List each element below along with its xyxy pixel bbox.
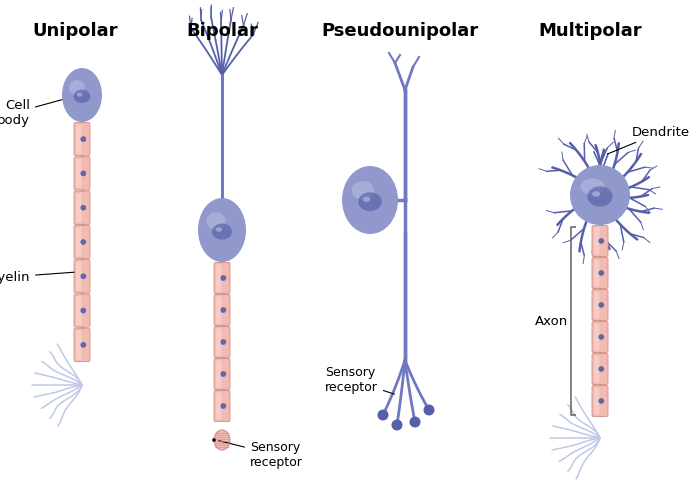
FancyBboxPatch shape xyxy=(594,228,599,254)
Text: Axon: Axon xyxy=(535,315,568,328)
Text: Dendrite: Dendrite xyxy=(608,125,690,154)
FancyBboxPatch shape xyxy=(76,227,81,257)
FancyBboxPatch shape xyxy=(74,225,90,259)
FancyBboxPatch shape xyxy=(74,123,90,156)
Text: Multipolar: Multipolar xyxy=(538,22,642,40)
Circle shape xyxy=(220,275,226,281)
Circle shape xyxy=(598,398,604,404)
FancyBboxPatch shape xyxy=(214,359,230,389)
FancyBboxPatch shape xyxy=(592,225,608,256)
Ellipse shape xyxy=(214,430,230,450)
Ellipse shape xyxy=(62,68,102,122)
FancyBboxPatch shape xyxy=(76,124,81,154)
Text: Pseudounipolar: Pseudounipolar xyxy=(321,22,479,40)
Ellipse shape xyxy=(570,165,630,225)
Ellipse shape xyxy=(342,166,398,234)
Circle shape xyxy=(80,170,86,176)
Circle shape xyxy=(424,405,435,415)
Ellipse shape xyxy=(212,224,232,240)
Circle shape xyxy=(377,410,388,420)
FancyBboxPatch shape xyxy=(216,329,221,356)
Circle shape xyxy=(80,308,86,313)
FancyBboxPatch shape xyxy=(592,257,608,288)
Ellipse shape xyxy=(358,192,382,211)
Text: Cell
body: Cell body xyxy=(0,96,76,127)
FancyBboxPatch shape xyxy=(216,296,221,324)
Ellipse shape xyxy=(580,178,605,195)
FancyBboxPatch shape xyxy=(214,262,230,293)
Ellipse shape xyxy=(363,197,370,202)
FancyBboxPatch shape xyxy=(74,191,90,224)
Circle shape xyxy=(80,239,86,245)
Circle shape xyxy=(220,371,226,377)
Text: Sensory
receptor: Sensory receptor xyxy=(325,366,394,394)
FancyBboxPatch shape xyxy=(592,385,608,416)
Ellipse shape xyxy=(592,191,601,197)
Circle shape xyxy=(80,273,86,279)
Circle shape xyxy=(598,302,604,308)
FancyBboxPatch shape xyxy=(214,390,230,421)
Ellipse shape xyxy=(77,93,82,96)
Circle shape xyxy=(391,419,402,430)
Circle shape xyxy=(598,366,604,372)
Circle shape xyxy=(80,136,86,142)
Circle shape xyxy=(598,334,604,340)
FancyBboxPatch shape xyxy=(216,393,221,419)
Ellipse shape xyxy=(69,80,85,95)
Circle shape xyxy=(220,339,226,345)
FancyBboxPatch shape xyxy=(76,159,81,188)
FancyBboxPatch shape xyxy=(76,262,81,291)
FancyBboxPatch shape xyxy=(592,322,608,353)
Ellipse shape xyxy=(216,227,223,232)
FancyBboxPatch shape xyxy=(74,328,90,362)
FancyBboxPatch shape xyxy=(594,324,599,351)
FancyBboxPatch shape xyxy=(76,296,81,325)
FancyBboxPatch shape xyxy=(216,264,221,291)
Circle shape xyxy=(220,403,226,409)
FancyBboxPatch shape xyxy=(214,294,230,326)
Ellipse shape xyxy=(587,186,612,206)
FancyBboxPatch shape xyxy=(594,291,599,319)
Text: Unipolar: Unipolar xyxy=(32,22,118,40)
FancyBboxPatch shape xyxy=(76,330,81,360)
Text: Bipolar: Bipolar xyxy=(186,22,258,40)
Circle shape xyxy=(598,270,604,276)
Text: Myelin: Myelin xyxy=(0,271,74,284)
FancyBboxPatch shape xyxy=(214,327,230,358)
Ellipse shape xyxy=(198,198,246,262)
FancyBboxPatch shape xyxy=(74,294,90,327)
FancyBboxPatch shape xyxy=(592,354,608,384)
Circle shape xyxy=(598,238,604,244)
FancyBboxPatch shape xyxy=(592,289,608,321)
FancyBboxPatch shape xyxy=(594,387,599,414)
FancyBboxPatch shape xyxy=(594,259,599,287)
Ellipse shape xyxy=(206,212,225,230)
Circle shape xyxy=(410,416,421,427)
FancyBboxPatch shape xyxy=(74,260,90,293)
Circle shape xyxy=(212,438,216,442)
Text: Sensory
receptor: Sensory receptor xyxy=(218,441,303,469)
Circle shape xyxy=(80,205,86,210)
Ellipse shape xyxy=(352,181,375,200)
FancyBboxPatch shape xyxy=(76,193,81,222)
Circle shape xyxy=(220,307,226,313)
FancyBboxPatch shape xyxy=(74,157,90,190)
FancyBboxPatch shape xyxy=(594,356,599,382)
Ellipse shape xyxy=(74,89,90,103)
Circle shape xyxy=(80,342,86,348)
FancyBboxPatch shape xyxy=(216,361,221,387)
